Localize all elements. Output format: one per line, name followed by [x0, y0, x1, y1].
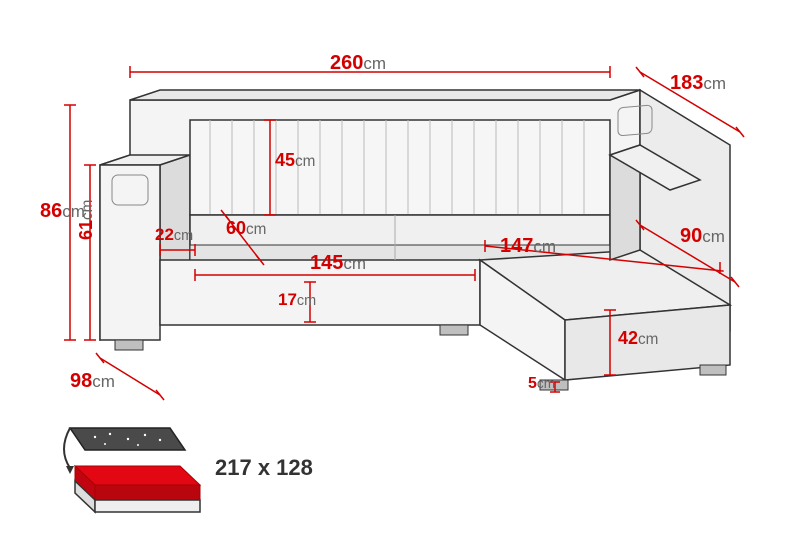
- diagram-canvas: 260cm 183cm 86cm 61cm 98cm 22cm 45cm 60c…: [0, 0, 800, 533]
- dim-chaise-height: 42cm: [618, 328, 658, 349]
- dim-foot-height: 5cm: [528, 375, 555, 393]
- dim-back-cushion: 45cm: [275, 150, 315, 171]
- dim-top-depth: 183cm: [670, 72, 726, 95]
- dim-seat-height: 17cm: [278, 290, 316, 310]
- dim-left-inner: 61cm: [76, 200, 97, 240]
- dim-arm-width: 22cm: [155, 225, 193, 245]
- dim-top-width: 260cm: [330, 52, 386, 75]
- dim-seat-width: 145cm: [310, 252, 366, 275]
- bed-size-label: 217 x 128: [215, 455, 313, 481]
- dim-chaise-length: 147cm: [500, 235, 556, 258]
- dim-seat-depth: 60cm: [226, 218, 266, 239]
- bed-icon: [50, 420, 220, 530]
- dim-chaise-width: 90cm: [680, 225, 725, 248]
- dim-left-depth: 98cm: [70, 370, 115, 393]
